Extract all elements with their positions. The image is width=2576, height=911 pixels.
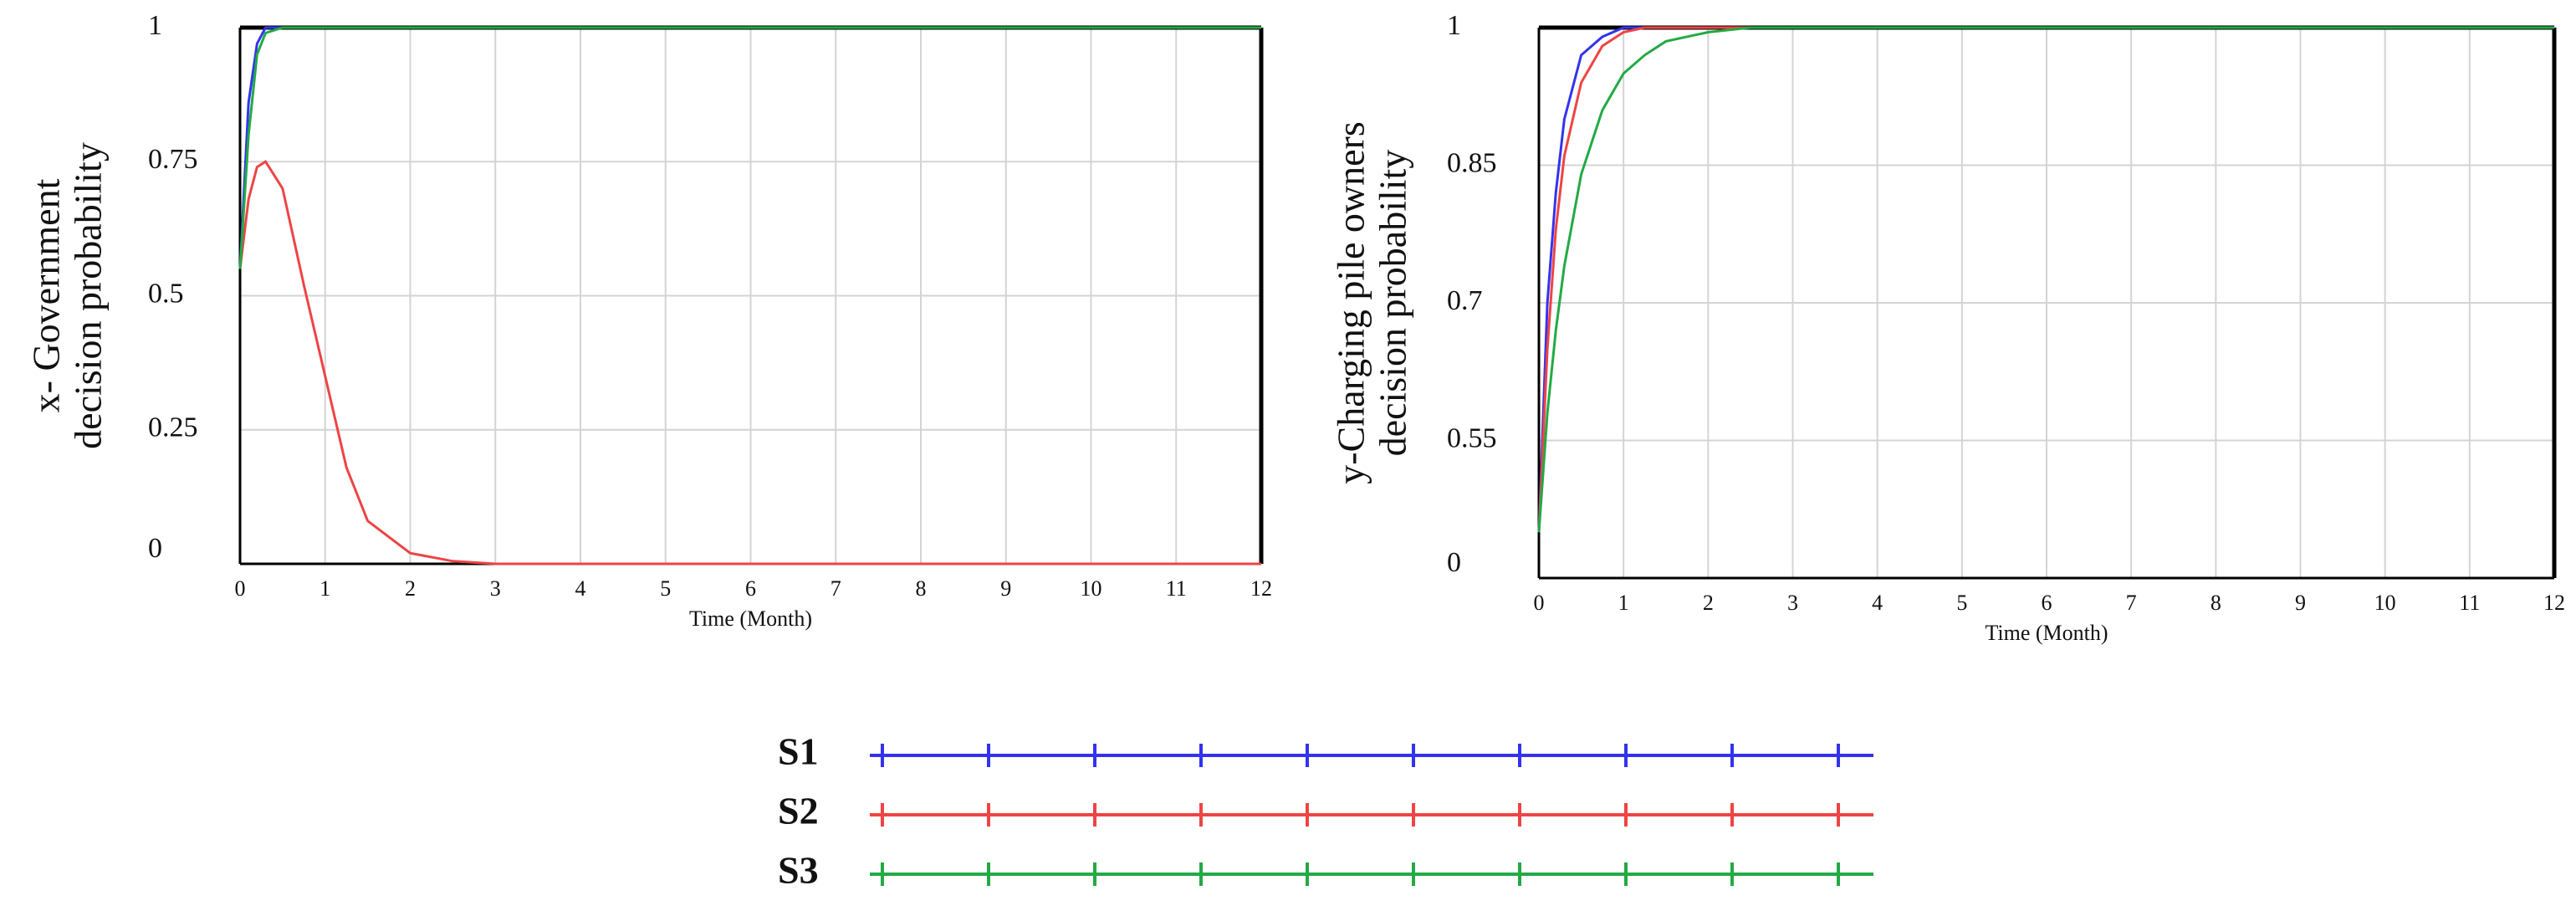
x-tick-label: 2: [1703, 591, 1714, 615]
x-tick-label: 9: [2295, 591, 2306, 615]
x-tick-label: 12: [1250, 576, 1272, 601]
y-axis-label: decision probability: [67, 142, 110, 449]
series-line: [238, 160, 1261, 566]
series-line: [238, 26, 1261, 269]
y-tick-label: 0.7: [1447, 285, 1483, 316]
x-tick-label: 2: [405, 576, 416, 601]
y-tick-label: 0.75: [148, 144, 198, 175]
x-tick-label: 8: [2211, 591, 2221, 615]
y-tick-label: 0.5: [148, 278, 184, 309]
legend-label: S3: [778, 849, 819, 892]
x-tick-label: 4: [1872, 591, 1883, 615]
y-tick-label: 1: [1447, 10, 1461, 41]
x-tick-label: 1: [319, 576, 330, 601]
x-tick-label: 9: [1000, 576, 1011, 601]
y-tick-label: 0.55: [1447, 422, 1497, 453]
x-tick-label: 11: [1166, 576, 1187, 601]
x-tick-label: 0: [1534, 591, 1545, 615]
x-tick-label: 8: [916, 576, 927, 601]
series-line: [1537, 26, 2554, 533]
y-tick-label: 1: [148, 10, 162, 41]
y-tick-label: 0: [1447, 547, 1461, 578]
x-tick-label: 5: [1956, 591, 1967, 615]
y-axis-label: y-Charging pile owners: [1330, 121, 1372, 484]
x-axis-label: Time (Month): [1985, 621, 2108, 645]
x-tick-label: 0: [235, 576, 246, 601]
x-tick-label: 7: [2126, 591, 2137, 615]
legend-label: S1: [778, 730, 819, 773]
y-tick-label: 0.25: [148, 412, 198, 443]
x-tick-label: 1: [1618, 591, 1629, 615]
y-axis-label: x- Government: [25, 178, 68, 412]
x-tick-label: 10: [2374, 591, 2396, 615]
x-tick-label: 12: [2543, 591, 2565, 615]
y-axis-label: decision probability: [1372, 150, 1414, 457]
x-tick-label: 11: [2459, 591, 2480, 615]
y-tick-label: 0: [148, 533, 162, 564]
x-tick-label: 7: [831, 576, 841, 601]
x-axis-label: Time (Month): [689, 606, 812, 631]
x-tick-label: 10: [1081, 576, 1102, 601]
x-tick-label: 3: [490, 576, 501, 601]
x-tick-label: 4: [575, 576, 586, 601]
y-tick-label: 0.85: [1447, 147, 1497, 178]
x-tick-label: 5: [660, 576, 671, 601]
legend-label: S2: [778, 790, 819, 832]
x-tick-label: 6: [745, 576, 756, 601]
x-tick-label: 3: [1787, 591, 1798, 615]
x-tick-label: 6: [2042, 591, 2052, 615]
